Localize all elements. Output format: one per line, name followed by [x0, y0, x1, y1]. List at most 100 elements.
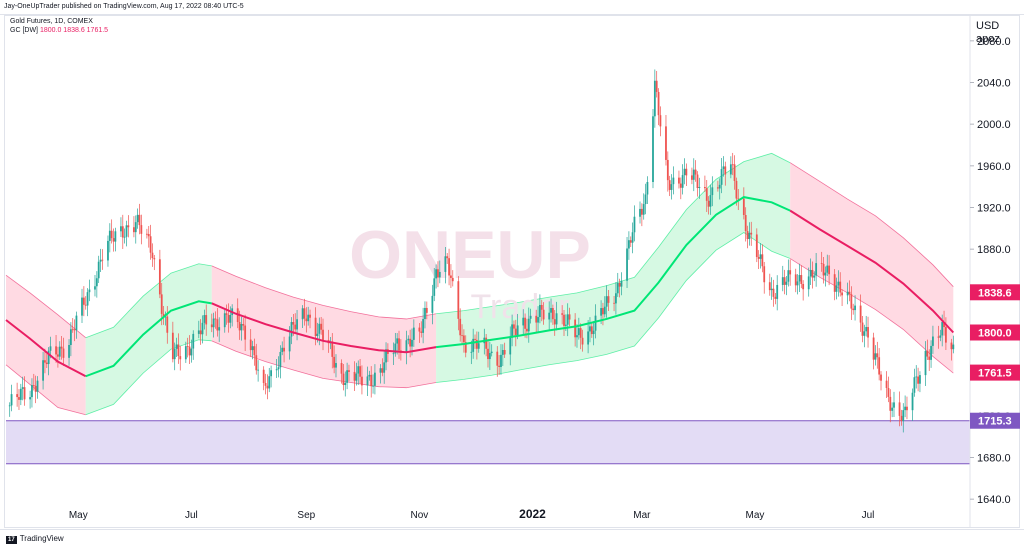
- candle-body: [19, 388, 22, 400]
- candle-body: [828, 265, 831, 275]
- candle-body: [839, 281, 842, 293]
- candle-body: [446, 256, 449, 259]
- price-tag-bg: [970, 412, 1020, 429]
- candle-body: [542, 309, 545, 320]
- candle-body: [121, 226, 124, 238]
- candle-body: [303, 308, 306, 319]
- candle-body: [94, 286, 96, 290]
- footer: 17 TradingView: [0, 529, 1024, 548]
- candle-body: [31, 385, 33, 398]
- candle-body: [335, 363, 337, 368]
- candle-body: [537, 317, 539, 323]
- candle-body: [657, 91, 660, 116]
- candle-body: [943, 322, 945, 328]
- y-tick-label: 1680.0: [977, 453, 1011, 465]
- candle-body: [133, 227, 135, 233]
- candle-body: [913, 377, 916, 393]
- candle-body: [437, 269, 439, 278]
- candle-body: [772, 288, 775, 297]
- candle-body: [755, 234, 758, 258]
- candle-body: [257, 369, 260, 371]
- candle-body: [425, 307, 428, 313]
- candle-body: [692, 169, 695, 180]
- candle-body: [58, 346, 61, 357]
- candle-body: [952, 344, 955, 350]
- price-tag-label: 1800.0: [978, 328, 1012, 340]
- candle-body: [120, 226, 122, 232]
- support-zone: [6, 420, 970, 464]
- candle-body: [781, 277, 784, 285]
- candle-body: [420, 331, 423, 333]
- candle-body: [264, 382, 267, 386]
- y-tick-label: 1880.0: [977, 244, 1011, 256]
- candle-body: [796, 281, 799, 286]
- candle-body: [496, 351, 499, 366]
- candle-body: [815, 263, 818, 276]
- candle-body: [592, 330, 595, 335]
- candle-body: [136, 214, 139, 223]
- candle-body: [707, 200, 710, 207]
- band-center-1: [85, 300, 212, 378]
- candle-body: [201, 322, 204, 335]
- candle-body: [249, 339, 252, 351]
- candle-body: [564, 324, 567, 326]
- candle-body: [705, 188, 708, 201]
- candle-body: [47, 350, 50, 365]
- candle-body: [10, 394, 13, 406]
- candle-body: [112, 238, 115, 242]
- candle-body: [238, 322, 241, 331]
- candle-body: [709, 195, 712, 207]
- candle-body: [854, 305, 856, 311]
- candle-body: [307, 314, 310, 322]
- candle-body: [711, 187, 714, 196]
- tradingview-logo[interactable]: 17 TradingView: [6, 534, 64, 544]
- candle-body: [561, 313, 564, 315]
- candle-body: [763, 266, 766, 283]
- candle-body: [322, 329, 324, 340]
- candle-body: [889, 396, 892, 411]
- candle-body: [412, 327, 415, 340]
- candle-body: [605, 296, 608, 307]
- x-tick-label: 2022: [519, 507, 546, 521]
- candle-body: [173, 348, 176, 360]
- candle-body: [227, 314, 230, 323]
- candle-body: [652, 116, 654, 182]
- candle-body: [850, 294, 853, 309]
- candle-body: [97, 261, 100, 279]
- candle-body: [891, 407, 894, 411]
- candle-body: [744, 214, 747, 232]
- candle-body: [108, 230, 111, 241]
- candle-body: [153, 258, 156, 260]
- candle-body: [205, 315, 208, 325]
- candle-body: [379, 368, 382, 373]
- candle-body: [852, 308, 855, 311]
- candle-body: [110, 230, 113, 239]
- candle-body: [409, 338, 412, 347]
- candle-body: [470, 351, 473, 353]
- candle-body: [134, 222, 137, 233]
- price-tags: 1838.6 1800.0 1761.5 1715.3: [970, 284, 1020, 429]
- candle-body: [242, 324, 245, 326]
- candle-body: [190, 348, 193, 356]
- candle-body: [433, 278, 436, 296]
- candle-body: [262, 369, 265, 383]
- candle-body: [149, 236, 152, 253]
- candle-body: [576, 335, 578, 338]
- y-tick-label: 1640.0: [977, 494, 1011, 506]
- band-center-2: [211, 302, 437, 354]
- y-axis: 1640.01680.01720.01760.01800.01840.01880…: [969, 15, 1011, 528]
- x-tick-label: May: [746, 510, 765, 521]
- candle-body: [487, 348, 489, 360]
- candle-body: [704, 186, 706, 189]
- candle-body: [685, 168, 688, 176]
- candle-body: [548, 312, 551, 320]
- x-tick-label: Mar: [633, 510, 651, 521]
- candle-body: [188, 346, 191, 356]
- candle-body: [292, 322, 295, 325]
- candle-body: [722, 166, 725, 170]
- candle-body: [941, 322, 944, 336]
- candle-body: [666, 159, 669, 181]
- candle-body: [794, 274, 797, 286]
- candle-body: [463, 335, 465, 343]
